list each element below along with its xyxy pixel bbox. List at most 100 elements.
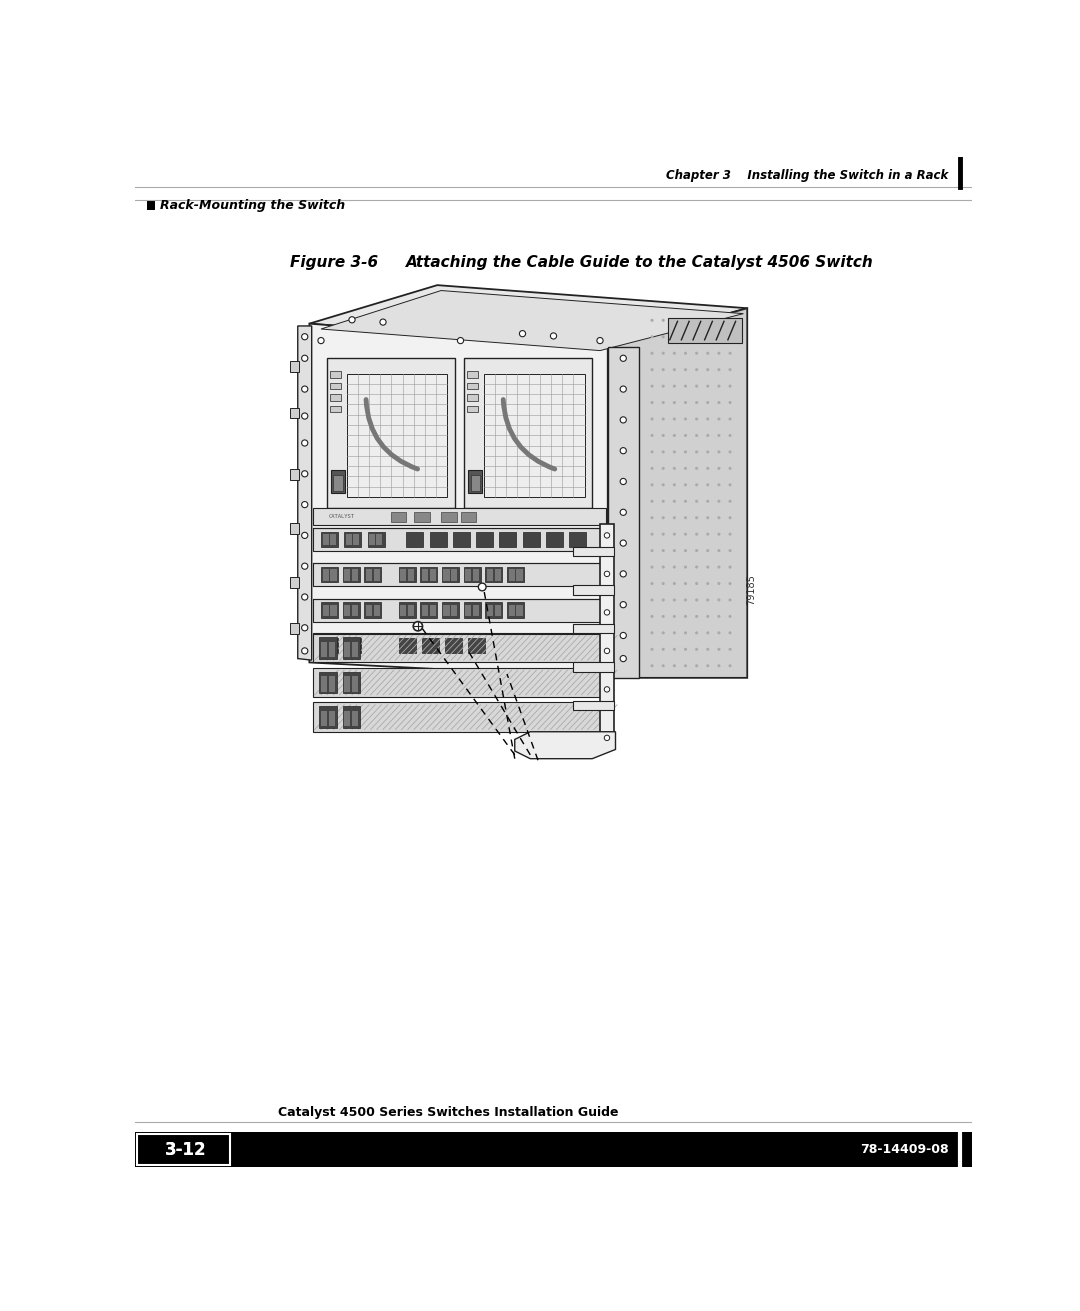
Circle shape <box>706 517 710 519</box>
Bar <box>444 569 449 581</box>
Circle shape <box>696 384 698 388</box>
Bar <box>422 604 428 616</box>
Circle shape <box>684 665 687 667</box>
Bar <box>468 383 478 389</box>
Circle shape <box>717 549 720 552</box>
Bar <box>464 358 592 509</box>
Bar <box>330 395 341 401</box>
Circle shape <box>673 336 676 338</box>
Bar <box>320 707 337 728</box>
Bar <box>600 524 613 750</box>
Bar <box>471 476 480 490</box>
Circle shape <box>301 334 308 340</box>
Circle shape <box>650 467 653 469</box>
Bar <box>352 604 359 616</box>
Circle shape <box>696 665 698 667</box>
Bar <box>366 569 373 581</box>
Bar <box>346 534 352 545</box>
Circle shape <box>605 735 610 741</box>
Polygon shape <box>608 308 747 678</box>
Circle shape <box>684 351 687 355</box>
Circle shape <box>620 570 626 577</box>
Circle shape <box>684 484 687 486</box>
Circle shape <box>717 417 720 421</box>
Bar <box>291 577 299 587</box>
Bar <box>364 602 381 617</box>
Circle shape <box>696 319 698 323</box>
Circle shape <box>717 451 720 454</box>
Bar <box>323 569 328 581</box>
Circle shape <box>706 532 710 536</box>
Circle shape <box>684 549 687 552</box>
Circle shape <box>620 540 626 547</box>
Circle shape <box>650 319 653 323</box>
Circle shape <box>729 517 731 519</box>
Circle shape <box>684 582 687 585</box>
Bar <box>313 564 604 586</box>
Circle shape <box>684 336 687 338</box>
Circle shape <box>673 549 676 552</box>
Circle shape <box>706 615 710 617</box>
Bar <box>347 374 447 497</box>
Bar <box>147 201 156 210</box>
Bar <box>342 707 360 728</box>
Bar <box>451 569 458 581</box>
Polygon shape <box>572 586 613 595</box>
Text: Attaching the Cable Guide to the Catalyst 4506 Switch: Attaching the Cable Guide to the Catalys… <box>406 254 874 270</box>
Bar <box>453 531 470 547</box>
Bar <box>321 602 338 617</box>
Circle shape <box>684 648 687 650</box>
Bar <box>291 623 299 635</box>
Circle shape <box>706 417 710 421</box>
Bar <box>374 569 380 581</box>
Circle shape <box>729 368 731 371</box>
Circle shape <box>301 502 308 507</box>
Circle shape <box>717 615 720 617</box>
Bar <box>465 604 471 616</box>
Circle shape <box>729 401 731 404</box>
Circle shape <box>301 385 308 392</box>
Polygon shape <box>572 662 613 671</box>
Circle shape <box>673 517 676 519</box>
Circle shape <box>673 499 676 503</box>
Bar <box>330 383 341 389</box>
Circle shape <box>684 499 687 503</box>
Circle shape <box>673 665 676 667</box>
Circle shape <box>605 687 610 692</box>
Bar <box>485 602 502 617</box>
Circle shape <box>717 665 720 667</box>
Circle shape <box>620 632 626 638</box>
Polygon shape <box>309 324 608 678</box>
Circle shape <box>706 598 710 602</box>
Circle shape <box>684 451 687 454</box>
Bar <box>400 604 406 616</box>
Circle shape <box>597 337 603 343</box>
Bar <box>334 476 342 490</box>
Bar <box>463 566 481 582</box>
Text: 3-12: 3-12 <box>164 1141 206 1159</box>
Text: Catalyst 4500 Series Switches Installation Guide: Catalyst 4500 Series Switches Installati… <box>279 1106 619 1120</box>
Circle shape <box>301 471 308 477</box>
Text: 79185: 79185 <box>746 574 756 604</box>
Circle shape <box>706 484 710 486</box>
Bar <box>451 604 458 616</box>
Bar <box>414 513 430 522</box>
Bar <box>468 395 478 401</box>
Circle shape <box>620 656 626 662</box>
Circle shape <box>684 615 687 617</box>
Circle shape <box>706 648 710 650</box>
Bar <box>399 566 416 582</box>
Circle shape <box>696 336 698 338</box>
Circle shape <box>717 532 720 536</box>
Bar <box>342 566 360 582</box>
Circle shape <box>696 565 698 569</box>
Text: Rack-Mounting the Switch: Rack-Mounting the Switch <box>160 198 345 211</box>
Bar <box>313 528 604 551</box>
Bar <box>545 531 563 547</box>
Circle shape <box>706 451 710 454</box>
Bar <box>441 513 457 522</box>
Bar <box>291 408 299 418</box>
Circle shape <box>696 532 698 536</box>
Bar <box>328 641 335 657</box>
Circle shape <box>696 467 698 469</box>
